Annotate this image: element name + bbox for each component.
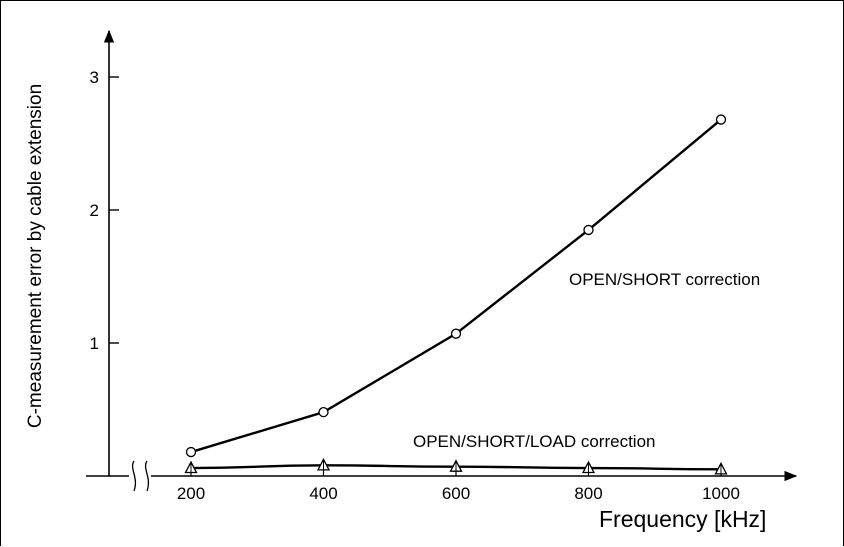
y-ticks: 1 2 3 bbox=[90, 68, 119, 353]
x-tick-label: 600 bbox=[442, 484, 470, 503]
series-layer bbox=[184, 114, 728, 475]
series-open-short-load bbox=[184, 457, 728, 475]
x-tick-label: 800 bbox=[574, 484, 602, 503]
data-point-circle bbox=[715, 114, 727, 125]
series-label-open-short: OPEN/SHORT correction bbox=[569, 270, 760, 289]
y-tick-label: 1 bbox=[90, 334, 99, 353]
data-point-circle bbox=[450, 328, 462, 339]
x-tick-label: 200 bbox=[177, 484, 205, 503]
y-tick-label: 2 bbox=[90, 201, 99, 220]
x-axis-break-symbol bbox=[129, 460, 151, 492]
x-ticks: 200 400 600 800 1000 bbox=[177, 470, 740, 503]
x-tick-label: 400 bbox=[309, 484, 337, 503]
series-open-short bbox=[185, 114, 727, 458]
data-point-circle bbox=[318, 407, 329, 418]
x-tick-label: 1000 bbox=[702, 484, 740, 503]
y-axis-title: C-measurement error by cable extension bbox=[25, 84, 46, 428]
y-tick-label: 3 bbox=[90, 68, 99, 87]
data-point-circle bbox=[583, 224, 594, 236]
x-axis-title: Frequency [kHz] bbox=[599, 506, 766, 532]
series-label-open-short-load: OPEN/SHORT/LOAD correction bbox=[413, 432, 655, 451]
data-point-circle bbox=[185, 446, 197, 458]
